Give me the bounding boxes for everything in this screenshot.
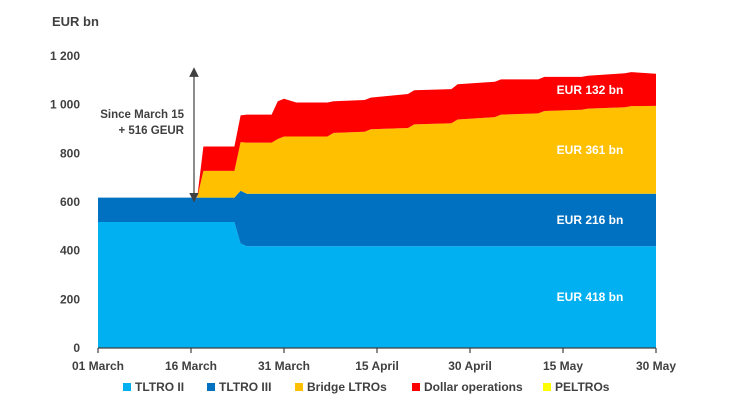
y-axis-unit-label: EUR bn [52, 14, 99, 29]
annotation-text: Since March 15 [100, 109, 184, 121]
x-tick-label: 15 May [543, 359, 583, 373]
legend-swatch [543, 383, 551, 391]
legend-label: Dollar operations [424, 380, 523, 394]
area-dollar-operations [98, 72, 656, 198]
area-bridge-ltros [98, 105, 656, 198]
y-tick-label: 800 [60, 146, 80, 160]
y-axis-ticks: 0 200 400 600 800 1 000 1 200 [50, 49, 80, 355]
x-tick-label: 31 March [258, 359, 310, 373]
x-axis: 01 March 16 March 31 March 15 April 30 April… [72, 347, 676, 373]
segment-label-dollar-operations: EUR 132 bn [557, 83, 624, 97]
stacked-areas [98, 72, 656, 348]
legend: TLTRO II TLTRO III Bridge LTROs Dollar oper… [123, 380, 610, 394]
legend-label: PELTROs [555, 380, 610, 394]
segment-label-tltro-ii: EUR 418 bn [557, 290, 624, 304]
area-tltro-ii [98, 222, 656, 348]
segment-label-bridge-ltros: EUR 361 bn [557, 143, 624, 157]
x-tick-label: 30 April [448, 359, 492, 373]
x-tick-label: 15 April [355, 359, 399, 373]
legend-swatch [295, 383, 303, 391]
legend-label: TLTRO III [219, 380, 271, 394]
annotation-text: + 516 GEUR [118, 125, 184, 137]
legend-swatch [412, 383, 420, 391]
x-tick-label: 30 May [636, 359, 676, 373]
y-tick-label: 200 [60, 292, 80, 306]
y-tick-label: 1 200 [50, 49, 80, 63]
legend-swatch [123, 383, 131, 391]
legend-label: TLTRO II [135, 380, 184, 394]
legend-swatch [207, 383, 215, 391]
x-tick-label: 16 March [165, 359, 217, 373]
x-tick-label: 01 March [72, 359, 124, 373]
area-tltro-iii [98, 190, 656, 247]
y-tick-label: 1 000 [50, 98, 80, 112]
segment-label-tltro-iii: EUR 216 bn [557, 213, 624, 227]
y-tick-label: 0 [73, 341, 80, 355]
legend-label: Bridge LTROs [307, 380, 387, 394]
annotation: Since March 15 + 516 GEUR [100, 67, 199, 203]
y-tick-label: 400 [60, 244, 80, 258]
y-tick-label: 600 [60, 195, 80, 209]
segment-labels: EUR 132 bn EUR 361 bn EUR 216 bn EUR 418 bn [557, 83, 624, 304]
